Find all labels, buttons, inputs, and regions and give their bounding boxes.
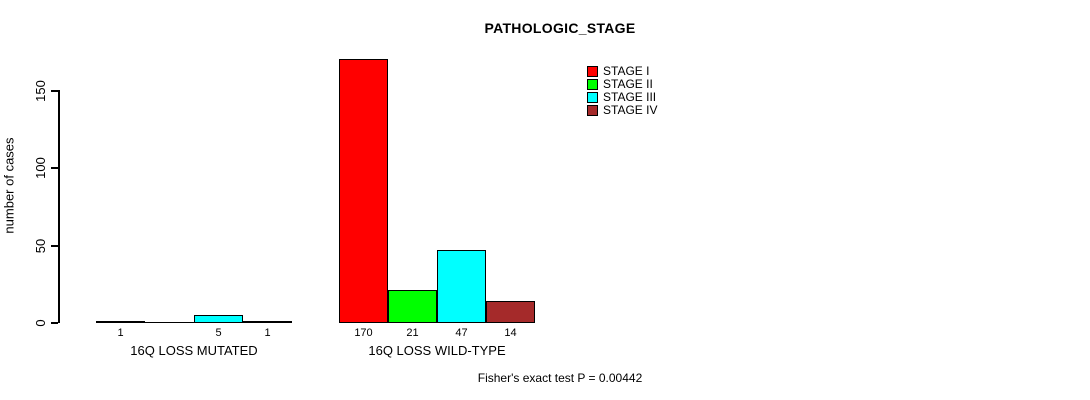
- y-tick-label: 100: [33, 157, 48, 179]
- legend-swatch-stage-ii: [587, 79, 598, 90]
- bar-value-label: 47: [455, 327, 468, 339]
- y-tick-label: 0: [33, 319, 48, 327]
- bar-stage-ii: [388, 290, 437, 323]
- x-group-label: 16Q LOSS MUTATED: [130, 343, 258, 358]
- y-tick-mark: [51, 89, 58, 92]
- y-tick-mark: [51, 322, 58, 324]
- legend: STAGE I STAGE II STAGE III STAGE IV: [587, 65, 657, 117]
- y-tick-mark: [51, 244, 58, 247]
- legend-swatch-stage-i: [587, 66, 598, 77]
- y-tick-mark: [51, 167, 58, 169]
- legend-swatch-stage-iv: [587, 105, 598, 116]
- footnote-fisher-test: Fisher's exact test P = 0.00442: [477, 371, 643, 385]
- legend-swatch-stage-iii: [587, 92, 598, 103]
- bar-stage-iii: [194, 315, 243, 323]
- legend-item: STAGE IV: [587, 104, 657, 117]
- bar-stage-ii: [145, 322, 194, 323]
- bar-value-label: 21: [406, 327, 419, 339]
- bar-stage-i: [96, 321, 145, 323]
- x-group-label: 16Q LOSS WILD-TYPE: [368, 343, 506, 358]
- bar-value-label: 1: [117, 327, 124, 339]
- y-tick-label: 50: [33, 238, 48, 253]
- legend-label: STAGE II: [603, 77, 653, 91]
- bar-value-label: 5: [215, 327, 222, 339]
- legend-item: STAGE II: [587, 78, 657, 91]
- y-axis-line: [58, 89, 60, 323]
- bar-value-label: 1: [264, 327, 271, 339]
- y-tick-label: 150: [33, 79, 48, 102]
- bar-stage-i: [339, 59, 388, 323]
- legend-label: STAGE I: [603, 64, 650, 78]
- bar-value-label: 14: [504, 327, 517, 339]
- bar-value-label: 170: [354, 327, 373, 339]
- bar-stage-iii: [437, 250, 486, 323]
- legend-label: STAGE III: [603, 90, 657, 104]
- legend-item: STAGE I: [587, 65, 657, 78]
- bar-stage-iv: [486, 301, 535, 323]
- chart-title: PATHOLOGIC_STAGE: [484, 20, 636, 36]
- bar-stage-iv: [243, 321, 292, 323]
- legend-item: STAGE III: [587, 91, 657, 104]
- legend-label: STAGE IV: [603, 103, 658, 117]
- y-axis-title: number of cases: [1, 137, 17, 234]
